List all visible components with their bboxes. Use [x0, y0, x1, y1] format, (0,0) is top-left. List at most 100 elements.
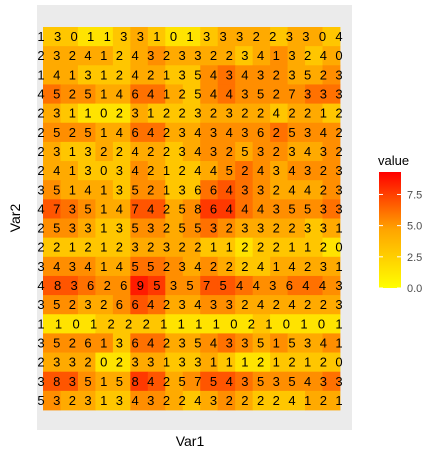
heatmap-cell — [165, 27, 184, 47]
heatmap-cell — [147, 314, 166, 334]
cell-value-label: 1 — [69, 163, 76, 178]
cell-value-label: 3 — [288, 67, 295, 82]
heatmap-cell — [95, 122, 114, 143]
heatmap-cell — [43, 199, 61, 219]
cell-value-label: 4 — [226, 374, 233, 389]
cell-value-label: 3 — [210, 144, 217, 159]
cell-value-label: 1 — [84, 106, 91, 121]
heatmap-cell — [217, 390, 236, 411]
cell-value-label: 3 — [304, 335, 311, 350]
heatmap-cell — [182, 199, 201, 219]
heatmap-cell — [200, 352, 219, 373]
heatmap-cell — [95, 371, 114, 392]
cell-value-label: 1 — [163, 182, 170, 197]
cell-value-label: 4 — [304, 374, 311, 389]
cell-value-label: 2 — [163, 221, 170, 236]
cell-value-label: 3 — [226, 335, 233, 350]
heatmap-cell — [270, 180, 288, 200]
heatmap-cell — [200, 141, 219, 162]
heatmap-cell — [43, 180, 61, 200]
heatmap-cell — [305, 161, 323, 181]
cell-value-label: 3 — [335, 278, 342, 293]
cell-value-label: 3 — [304, 163, 311, 178]
heatmap-cell — [165, 390, 184, 411]
cell-value-label: 3 — [147, 355, 154, 370]
heatmap-cell — [60, 275, 79, 296]
cell-value-label: 2 — [241, 240, 248, 255]
heatmap-cell — [235, 390, 254, 411]
cell-value-label: 2 — [304, 259, 311, 274]
cell-value-label: 3 — [147, 221, 154, 236]
cell-value-label: 5 — [179, 201, 186, 216]
heatmap-cell — [270, 84, 288, 104]
heatmap-cell — [252, 122, 271, 143]
cell-value-label: 6 — [131, 125, 138, 140]
cell-value-label: 5 — [194, 67, 201, 82]
cell-value-label: 5 — [241, 144, 248, 159]
heatmap-cell — [43, 295, 61, 315]
heatmap-cell — [322, 161, 341, 181]
cell-value-label: 4 — [84, 182, 91, 197]
heatmap-cell — [43, 352, 61, 373]
cell-value-label: 5 — [153, 278, 160, 293]
heatmap-cell — [305, 275, 323, 296]
cell-value-label: 3 — [304, 221, 311, 236]
cell-value-label: 2 — [210, 106, 217, 121]
cell-value-label: 3 — [147, 48, 154, 63]
cell-value-label: 5 — [179, 374, 186, 389]
cell-value-label: 2 — [69, 125, 76, 140]
cell-value-label: 2 — [241, 106, 248, 121]
heatmap-cell — [60, 199, 79, 219]
heatmap-cell — [182, 237, 201, 258]
heatmap-cell — [95, 352, 114, 373]
heatmap-cell — [112, 275, 131, 296]
heatmap-cell — [60, 314, 79, 334]
cell-value-label: 5 — [304, 67, 311, 82]
cell-value-label: 1 — [163, 163, 170, 178]
cell-value-label: 4 — [253, 278, 260, 293]
cell-value-label: 3 — [286, 29, 293, 44]
heatmap-cell — [305, 122, 323, 143]
cell-value-label: 2 — [320, 355, 327, 370]
heatmap-cell — [322, 46, 341, 66]
cell-value-label: 8 — [194, 201, 201, 216]
heatmap-cell — [165, 122, 184, 143]
heatmap-cell — [270, 256, 288, 277]
heatmap-cell — [130, 84, 149, 104]
heatmap-cell — [60, 46, 79, 66]
cell-value-label: 4 — [241, 67, 248, 82]
heatmap-cell — [147, 390, 166, 411]
cell-value-label: 5 — [257, 374, 264, 389]
cell-value-label: 1 — [335, 221, 342, 236]
heatmap-cell — [287, 371, 306, 392]
heatmap-cell — [270, 65, 288, 85]
cell-value-label: 1 — [210, 355, 217, 370]
heatmap-cell — [60, 103, 79, 124]
cell-value-label: 2 — [288, 355, 295, 370]
legend-colorbar — [379, 172, 401, 288]
cell-value-label: 4 — [84, 48, 91, 63]
heatmap-cell — [95, 84, 114, 104]
heatmap-cell — [270, 295, 288, 315]
heatmap-cell — [322, 103, 341, 124]
heatmap-cell — [60, 371, 79, 392]
heatmap-cell — [235, 161, 254, 181]
heatmap-cell — [130, 256, 149, 277]
cell-value-label: 4 — [226, 125, 233, 140]
cell-value-label: 2 — [304, 106, 311, 121]
cell-value-label: 3 — [54, 29, 61, 44]
cell-value-label: 3 — [241, 374, 248, 389]
heatmap-cell — [217, 65, 236, 85]
heatmap-cell — [112, 218, 131, 239]
heatmap-cell — [217, 141, 236, 162]
cell-value-label: 3 — [147, 393, 154, 408]
cell-value-label: 1 — [100, 182, 107, 197]
cell-value-label: 4 — [257, 201, 264, 216]
cell-value-label: 4 — [320, 335, 327, 350]
cell-value-label: 0 — [230, 316, 237, 331]
legend-title: value — [378, 153, 409, 168]
heatmap-cell — [322, 295, 341, 315]
heatmap-cell — [130, 141, 149, 162]
cell-value-label: 3 — [37, 335, 44, 350]
cell-value-label: 5 — [288, 201, 295, 216]
